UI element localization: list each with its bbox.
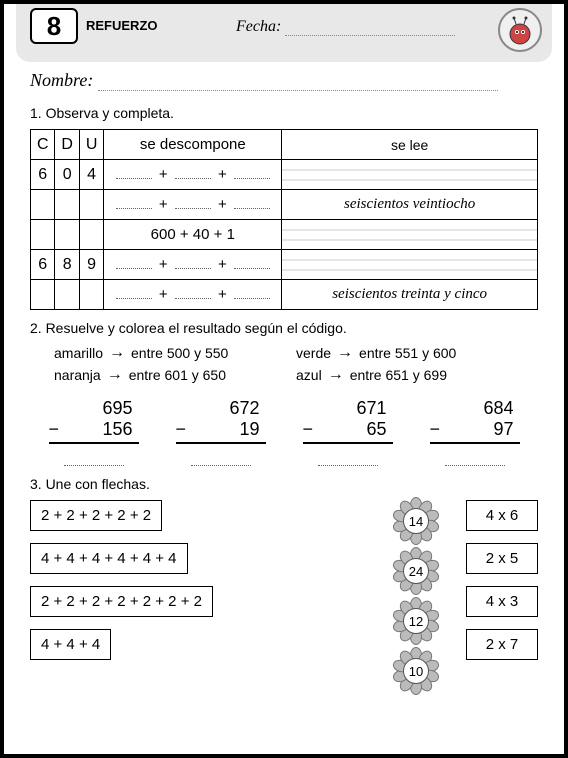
- legend-item: verde→entre 551 y 600: [296, 344, 538, 362]
- cell-desc[interactable]: + +: [104, 190, 282, 220]
- fecha-text: Fecha:: [236, 18, 281, 35]
- q3-mid-col: 14 24 12 10: [384, 500, 448, 692]
- cell-lee[interactable]: seiscientos veintiocho: [282, 190, 538, 220]
- addition-box[interactable]: 2 + 2 + 2 + 2 + 2 + 2 + 2: [30, 586, 213, 617]
- q3-container: 2 + 2 + 2 + 2 + 2 4 + 4 + 4 + 4 + 4 + 4 2 …: [30, 500, 538, 692]
- cell-d[interactable]: [55, 280, 79, 310]
- subtraction-problem[interactable]: 672−19: [176, 398, 266, 444]
- cell-d[interactable]: 0: [55, 160, 79, 190]
- col-lee: se lee: [282, 130, 538, 160]
- cell-desc[interactable]: + +: [104, 280, 282, 310]
- nombre-row: Nombre:: [30, 70, 538, 91]
- worksheet-page: 8 REFUERZO Fecha: Nombre: 1. Observa y c…: [0, 0, 568, 758]
- fecha-label: Fecha:: [236, 18, 455, 36]
- cell-u[interactable]: [79, 220, 103, 250]
- legend-item: naranja→entre 601 y 650: [54, 366, 296, 384]
- mult-box[interactable]: 2 x 7: [466, 629, 538, 660]
- q3-title: 3. Une con flechas.: [30, 476, 538, 492]
- mult-box[interactable]: 2 x 5: [466, 543, 538, 574]
- subtraction-problem[interactable]: 684−97: [430, 398, 520, 444]
- cell-d[interactable]: [55, 220, 79, 250]
- cell-c[interactable]: [31, 280, 55, 310]
- legend-item: azul→entre 651 y 699: [296, 366, 538, 384]
- flower-icon[interactable]: 10: [395, 650, 437, 692]
- subtraction-problem[interactable]: 695−156: [49, 398, 139, 444]
- cell-c[interactable]: [31, 220, 55, 250]
- flower-icon[interactable]: 24: [395, 550, 437, 592]
- addition-box[interactable]: 4 + 4 + 4 + 4 + 4 + 4: [30, 543, 188, 574]
- legend-item: amarillo→entre 500 y 550: [54, 344, 296, 362]
- cell-desc[interactable]: + +: [104, 250, 282, 280]
- cell-lee[interactable]: seiscientos treinta y cinco: [282, 280, 538, 310]
- col-d: D: [55, 130, 79, 160]
- cell-d[interactable]: 8: [55, 250, 79, 280]
- fecha-input-line[interactable]: [285, 22, 455, 36]
- addition-box[interactable]: 2 + 2 + 2 + 2 + 2: [30, 500, 162, 531]
- q1-table: C D U se descompone se lee 604 + + + + s…: [30, 129, 538, 310]
- q3-right-col: 4 x 6 2 x 5 4 x 3 2 x 7: [466, 500, 538, 692]
- cell-u[interactable]: 9: [79, 250, 103, 280]
- cell-u[interactable]: [79, 190, 103, 220]
- avatar-icon: [498, 8, 542, 52]
- cell-c[interactable]: 6: [31, 160, 55, 190]
- nombre-label: Nombre:: [30, 70, 93, 90]
- cell-desc[interactable]: + +: [104, 160, 282, 190]
- nombre-input-line[interactable]: [98, 77, 498, 91]
- cell-u[interactable]: 4: [79, 160, 103, 190]
- cell-desc[interactable]: 600 + 40 + 1: [104, 220, 282, 250]
- flower-icon[interactable]: 14: [395, 500, 437, 542]
- cell-u[interactable]: [79, 280, 103, 310]
- cell-lee[interactable]: [282, 220, 538, 250]
- q1-title: 1. Observa y completa.: [30, 105, 538, 121]
- cell-c[interactable]: 6: [31, 250, 55, 280]
- col-u: U: [79, 130, 103, 160]
- addition-box[interactable]: 4 + 4 + 4: [30, 629, 111, 660]
- col-c: C: [31, 130, 55, 160]
- mult-box[interactable]: 4 x 6: [466, 500, 538, 531]
- col-desc: se descompone: [104, 130, 282, 160]
- refuerzo-label: REFUERZO: [86, 18, 158, 33]
- q3-left-col: 2 + 2 + 2 + 2 + 2 4 + 4 + 4 + 4 + 4 + 4 2 …: [30, 500, 366, 692]
- q2-problems: 695−156 672−19 671−65 684−97: [30, 398, 538, 444]
- worksheet-number: 8: [30, 8, 78, 44]
- mult-box[interactable]: 4 x 3: [466, 586, 538, 617]
- q2-answer-lines[interactable]: [30, 458, 538, 466]
- cell-c[interactable]: [31, 190, 55, 220]
- flower-icon[interactable]: 12: [395, 600, 437, 642]
- header: 8 REFUERZO Fecha:: [16, 4, 552, 62]
- cell-lee[interactable]: [282, 160, 538, 190]
- cell-d[interactable]: [55, 190, 79, 220]
- subtraction-problem[interactable]: 671−65: [303, 398, 393, 444]
- cell-lee[interactable]: [282, 250, 538, 280]
- q2-legend: amarillo→entre 500 y 550verde→entre 551 …: [30, 344, 538, 388]
- q2-title: 2. Resuelve y colorea el resultado según…: [30, 320, 538, 336]
